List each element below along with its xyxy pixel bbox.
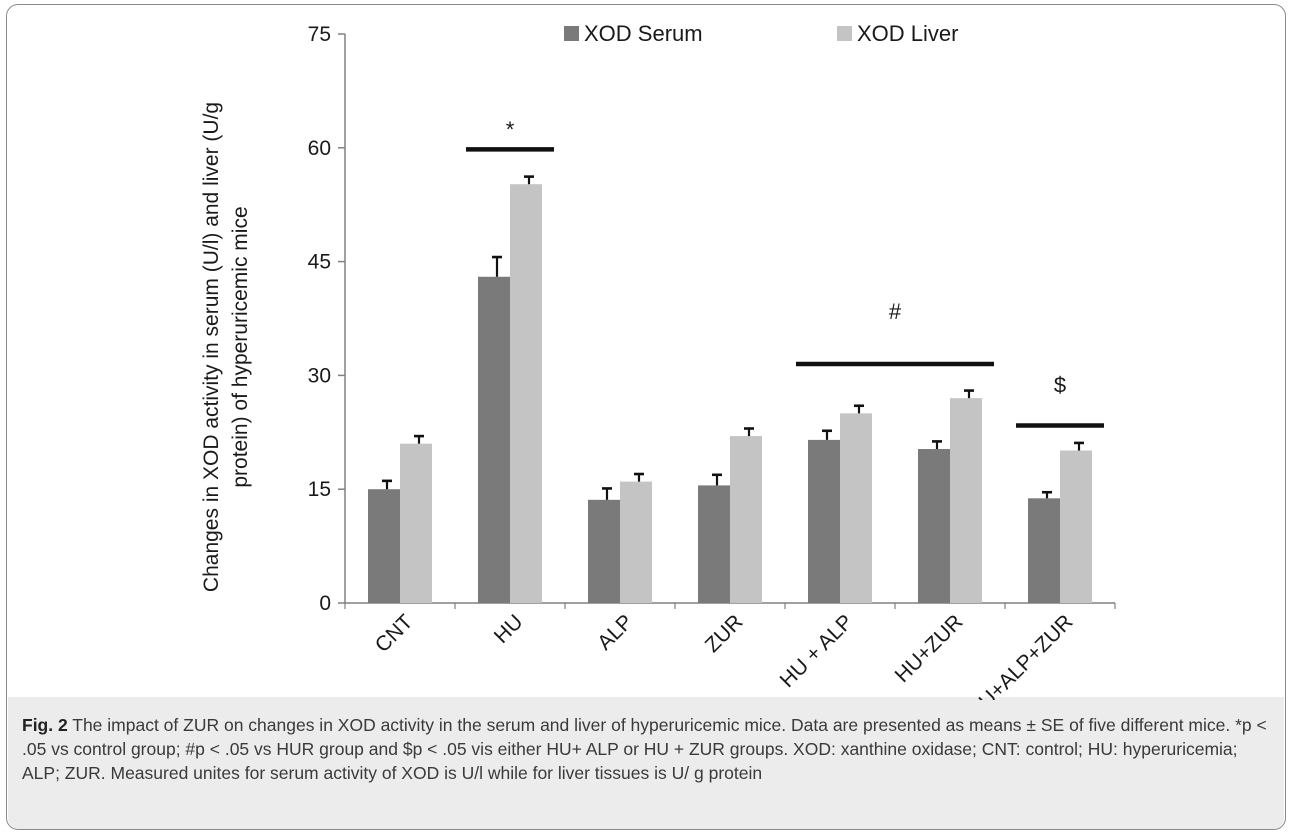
bar-xod-liver: [1060, 450, 1092, 603]
x-tick-label: ALP: [593, 610, 637, 654]
y-tick-label: 60: [308, 137, 331, 160]
y-axis: 0 15 30 45 60 75: [308, 23, 346, 615]
y-tick-label: 0: [319, 592, 331, 615]
caption-box: [8, 697, 1284, 829]
caption-text: The impact of ZUR on changes in XOD acti…: [22, 715, 1267, 783]
bar-xod-serum: [478, 276, 510, 603]
bar-xod-serum: [918, 448, 950, 603]
bar-xod-serum: [808, 439, 840, 603]
significance-marker: #: [889, 299, 902, 324]
y-tick-label: 45: [308, 251, 331, 274]
x-tick-label: HU+ZUR: [891, 610, 968, 687]
y-tick-label: 30: [308, 364, 331, 387]
x-tick-label: ZUR: [701, 610, 748, 657]
legend-label: XOD Serum: [584, 21, 703, 46]
bar-xod-liver: [840, 413, 872, 603]
bar-xod-liver: [400, 443, 432, 603]
y-axis-label-line2: protein) of hyperuricemic mice: [229, 206, 252, 487]
x-tick-label: HU+ALP+ZUR: [964, 610, 1078, 700]
bar-xod-serum: [368, 489, 400, 603]
y-tick-label: 75: [308, 23, 331, 46]
figure-label: Fig. 2: [22, 715, 68, 735]
bar-xod-serum: [698, 485, 730, 603]
x-tick-label: HU: [490, 610, 528, 648]
bar-chart: 0 15 30 45 60 75 CNT HU ALP ZUR HU + ALP HU+ZURHU+…: [200, 21, 1116, 700]
legend-swatch: [564, 26, 579, 41]
significance-marker: $: [1054, 373, 1066, 398]
legend-swatch: [837, 26, 852, 41]
bar-xod-liver: [950, 398, 982, 603]
bar-xod-liver: [510, 184, 542, 603]
x-tick-label: HU + ALP: [776, 610, 858, 692]
bar-xod-liver: [730, 436, 762, 603]
y-axis-label-line1: Changes in XOD activity in serum (U/l) a…: [200, 102, 223, 592]
figure-caption: Fig. 2 The impact of ZUR on changes in X…: [22, 713, 1272, 785]
x-tick-label: CNT: [371, 610, 418, 657]
bar-xod-serum: [588, 499, 620, 603]
legend: XOD Serum XOD Liver: [564, 21, 958, 46]
significance-marker: *: [506, 117, 515, 142]
figure-frame: [6, 4, 1286, 830]
legend-label: XOD Liver: [857, 21, 958, 46]
bar-xod-liver: [620, 481, 652, 603]
bars: [368, 175, 1092, 603]
y-tick-label: 15: [308, 478, 331, 501]
significance-annotations: * # $: [466, 117, 1104, 428]
bar-xod-serum: [1028, 498, 1060, 603]
